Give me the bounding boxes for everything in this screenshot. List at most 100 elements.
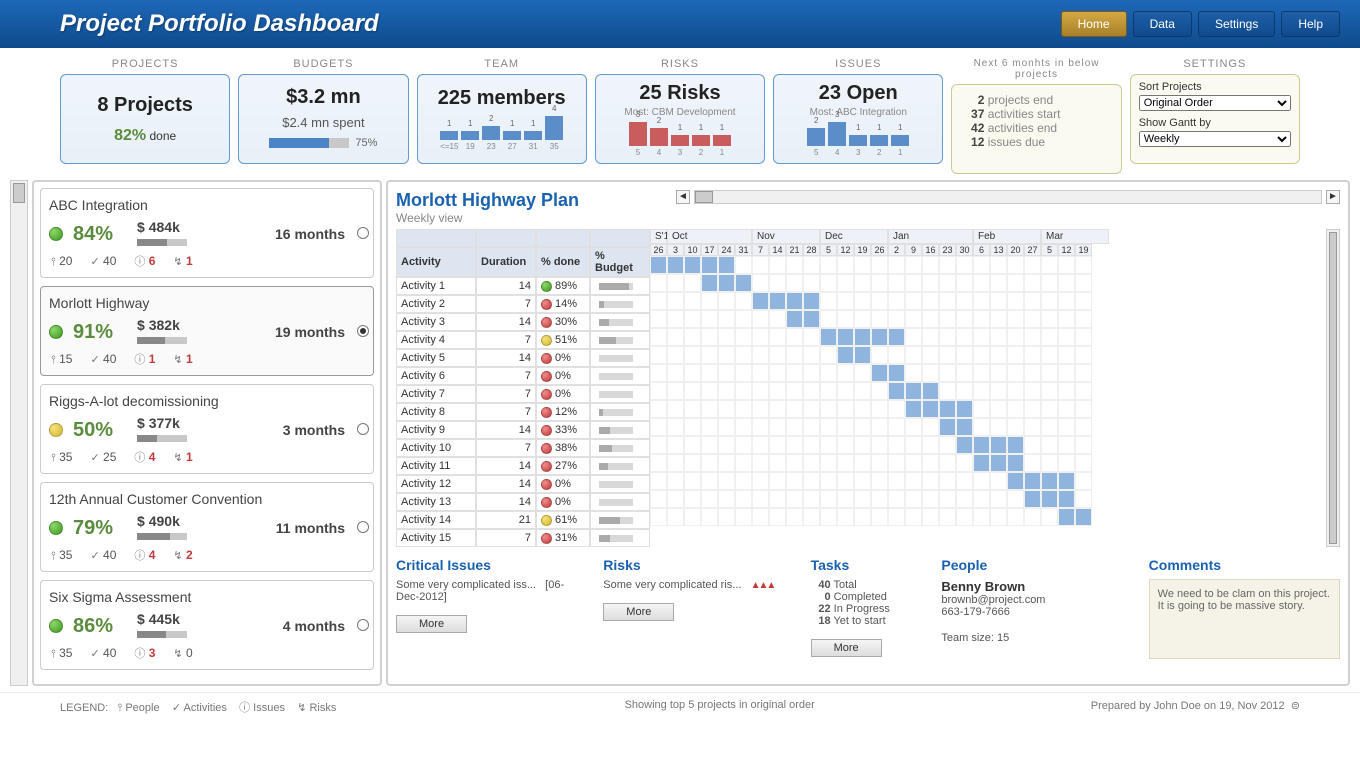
project-card[interactable]: ABC Integration84%$ 484k16 months⫯ 20✓ 4… bbox=[40, 188, 374, 278]
issues-count: ⓘ 4 bbox=[134, 547, 155, 563]
project-radio[interactable] bbox=[357, 521, 369, 533]
project-title: Riggs-A-lot decomissioning bbox=[49, 393, 365, 409]
risks-more-button[interactable]: More bbox=[603, 603, 674, 621]
summary-projects: PROJECTS 8 Projects 82% done bbox=[60, 58, 230, 164]
tasks-more-button[interactable]: More bbox=[811, 639, 882, 657]
project-radio[interactable] bbox=[357, 325, 369, 337]
detail-title: Morlott Highway Plan bbox=[396, 190, 676, 211]
sort-select[interactable]: Original Order bbox=[1139, 95, 1291, 111]
nav-settings-button[interactable]: Settings bbox=[1198, 11, 1275, 37]
project-card[interactable]: Six Sigma Assessment86%$ 445k4 months⫯ 3… bbox=[40, 580, 374, 670]
budget-progress bbox=[269, 138, 349, 148]
header: Project Portfolio Dashboard HomeDataSett… bbox=[0, 0, 1360, 48]
gantt-table: ActivityDuration% done% BudgetActivity 1… bbox=[396, 229, 650, 547]
gantt-timeline: S'11OctNovDecJanFebMar 26310172431714212… bbox=[650, 229, 1326, 547]
projects-list: ABC Integration84%$ 484k16 months⫯ 20✓ 4… bbox=[32, 180, 382, 686]
activity-row[interactable]: Activity 77 0% bbox=[396, 385, 650, 403]
issues-count: ⓘ 3 bbox=[134, 645, 155, 661]
project-title: 12th Annual Customer Convention bbox=[49, 491, 365, 507]
issues-more-button[interactable]: More bbox=[396, 615, 467, 633]
timeline-scroll[interactable]: ◄ ► bbox=[676, 190, 1340, 204]
activity-row[interactable]: Activity 914 33% bbox=[396, 421, 650, 439]
risks-section: Risks Some very complicated ris... ▲▲▲ M… bbox=[603, 557, 794, 659]
timeline-left-arrow[interactable]: ◄ bbox=[676, 190, 690, 204]
project-card[interactable]: Riggs-A-lot decomissioning50%$ 377k3 mon… bbox=[40, 384, 374, 474]
activities-count: ✓ 40 bbox=[90, 646, 116, 660]
summary-issues: ISSUES 23 Open Most: ABC Integration 231… bbox=[773, 58, 943, 164]
detail-panel: Morlott Highway Plan Weekly view ◄ ► Act… bbox=[386, 180, 1350, 686]
risks-count: ↯ 1 bbox=[173, 352, 192, 366]
projects-scrollbar[interactable] bbox=[10, 180, 28, 686]
critical-issues: Critical Issues Some very complicated is… bbox=[396, 557, 587, 659]
main-area: ABC Integration84%$ 484k16 months⫯ 20✓ 4… bbox=[0, 180, 1360, 686]
project-card[interactable]: Morlott Highway91%$ 382k19 months⫯ 15✓ 4… bbox=[40, 286, 374, 376]
nav-home-button[interactable]: Home bbox=[1061, 11, 1127, 37]
project-pct: 50% bbox=[73, 419, 113, 442]
status-dot bbox=[49, 521, 63, 535]
status-dot bbox=[49, 227, 63, 241]
activity-row[interactable]: Activity 514 0% bbox=[396, 349, 650, 367]
status-dot bbox=[49, 423, 63, 437]
people-section: People Benny Brown brownb@project.com 66… bbox=[941, 557, 1132, 659]
summary-budgets: BUDGETS $3.2 mn $2.4 mn spent 75% bbox=[238, 58, 408, 164]
activity-row[interactable]: Activity 67 0% bbox=[396, 367, 650, 385]
people-count: ⫯ 35 bbox=[51, 450, 72, 465]
activity-row[interactable]: Activity 1421 61% bbox=[396, 511, 650, 529]
project-pct: 84% bbox=[73, 223, 113, 246]
risks-count: ↯ 1 bbox=[173, 254, 192, 268]
summary-settings: SETTINGS Sort Projects Original Order Sh… bbox=[1130, 58, 1300, 164]
nav-data-button[interactable]: Data bbox=[1133, 11, 1192, 37]
footer: LEGEND: ⫯ People ✓ Activities ⓘ Issues ↯… bbox=[0, 692, 1360, 721]
nav-help-button[interactable]: Help bbox=[1281, 11, 1340, 37]
activity-row[interactable]: Activity 27 14% bbox=[396, 295, 650, 313]
summary-team: TEAM 225 members 112114 <=151923273135 bbox=[417, 58, 587, 164]
project-radio[interactable] bbox=[357, 423, 369, 435]
summary-row: PROJECTS 8 Projects 82% done BUDGETS $3.… bbox=[0, 48, 1360, 180]
nav: HomeDataSettingsHelp bbox=[1061, 11, 1340, 37]
project-radio[interactable] bbox=[357, 227, 369, 239]
gantt: ActivityDuration% done% BudgetActivity 1… bbox=[396, 229, 1340, 547]
project-card[interactable]: 12th Annual Customer Convention79%$ 490k… bbox=[40, 482, 374, 572]
activity-row[interactable]: Activity 107 38% bbox=[396, 439, 650, 457]
project-pct: 86% bbox=[73, 615, 113, 638]
activity-row[interactable]: Activity 114 89% bbox=[396, 277, 650, 295]
people-count: ⫯ 35 bbox=[51, 646, 72, 661]
project-pct: 91% bbox=[73, 321, 113, 344]
page-title: Project Portfolio Dashboard bbox=[60, 10, 379, 38]
status-dot bbox=[49, 325, 63, 339]
project-radio[interactable] bbox=[357, 619, 369, 631]
activities-count: ✓ 40 bbox=[90, 548, 116, 562]
project-title: ABC Integration bbox=[49, 197, 365, 213]
issues-count: ⓘ 4 bbox=[134, 449, 155, 465]
activity-row[interactable]: Activity 47 51% bbox=[396, 331, 650, 349]
timeline-right-arrow[interactable]: ► bbox=[1326, 190, 1340, 204]
comments-section: Comments We need to be clam on this proj… bbox=[1149, 557, 1340, 659]
issues-count: ⓘ 1 bbox=[134, 351, 155, 367]
activities-count: ✓ 40 bbox=[90, 352, 116, 366]
summary-risks: RISKS 25 Risks Most: CBM Development 321… bbox=[595, 58, 765, 164]
activity-row[interactable]: Activity 1314 0% bbox=[396, 493, 650, 511]
activity-row[interactable]: Activity 1114 27% bbox=[396, 457, 650, 475]
gantt-scrollbar[interactable] bbox=[1326, 229, 1340, 547]
people-count: ⫯ 20 bbox=[51, 254, 72, 269]
project-title: Six Sigma Assessment bbox=[49, 589, 365, 605]
tasks-section: Tasks 40 Total0 Completed22 In Progress1… bbox=[811, 557, 926, 659]
summary-months: Next 6 monhts in below projects 2 projec… bbox=[951, 58, 1121, 174]
people-count: ⫯ 35 bbox=[51, 548, 72, 563]
project-pct: 79% bbox=[73, 517, 113, 540]
bottom-row: Critical Issues Some very complicated is… bbox=[396, 557, 1340, 659]
status-dot bbox=[49, 619, 63, 633]
project-title: Morlott Highway bbox=[49, 295, 365, 311]
issues-count: ⓘ 6 bbox=[134, 253, 155, 269]
people-count: ⫯ 15 bbox=[51, 352, 72, 367]
activities-count: ✓ 40 bbox=[90, 254, 116, 268]
activity-row[interactable]: Activity 314 30% bbox=[396, 313, 650, 331]
gantt-select[interactable]: Weekly bbox=[1139, 131, 1291, 147]
risks-count: ↯ 1 bbox=[173, 450, 192, 464]
activity-row[interactable]: Activity 87 12% bbox=[396, 403, 650, 421]
risks-count: ↯ 2 bbox=[173, 548, 192, 562]
activity-row[interactable]: Activity 1214 0% bbox=[396, 475, 650, 493]
activities-count: ✓ 25 bbox=[90, 450, 116, 464]
activity-row[interactable]: Activity 157 31% bbox=[396, 529, 650, 547]
risks-count: ↯ 0 bbox=[173, 646, 192, 660]
